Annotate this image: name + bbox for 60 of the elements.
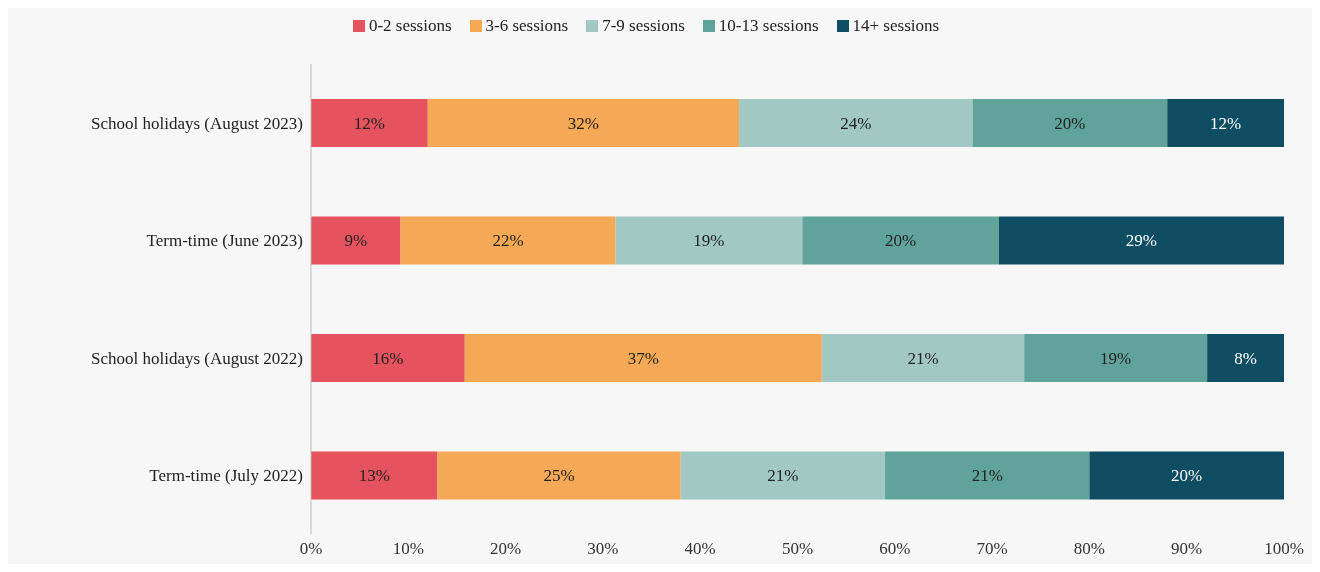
data-label: 16% xyxy=(372,348,404,368)
data-label: 20% xyxy=(885,231,917,251)
data-label: 21% xyxy=(767,466,799,486)
y-tick-label: Term-time (July 2022) xyxy=(149,466,303,486)
x-tick-label: 40% xyxy=(684,539,716,559)
data-label: 24% xyxy=(840,113,872,133)
x-tick-label: 30% xyxy=(587,539,619,559)
bar xyxy=(311,334,465,382)
data-label: 19% xyxy=(693,231,725,251)
legend-label: 0-2 sessions xyxy=(367,16,452,36)
data-label: 19% xyxy=(1100,348,1132,368)
data-label: 12% xyxy=(353,113,385,133)
data-label: 20% xyxy=(1054,113,1086,133)
bar xyxy=(1167,99,1284,147)
x-tick-label: 0% xyxy=(299,539,323,559)
y-tick-label: School holidays (August 2023) xyxy=(90,113,303,133)
y-tick-label: School holidays (August 2022) xyxy=(90,348,303,368)
bar xyxy=(972,99,1168,147)
bar xyxy=(680,451,886,500)
data-label: 22% xyxy=(492,231,524,251)
x-tick-label: 60% xyxy=(879,539,911,559)
legend-label: 10-13 sessions xyxy=(717,16,819,36)
x-tick-label: 70% xyxy=(976,539,1008,559)
bar xyxy=(311,216,401,265)
data-label: 32% xyxy=(567,113,600,133)
data-label: 13% xyxy=(358,466,390,486)
data-label: 21% xyxy=(907,348,939,368)
bar xyxy=(615,216,803,265)
bar xyxy=(821,334,1025,382)
data-label: 12% xyxy=(1210,113,1242,133)
bar xyxy=(885,451,1090,500)
bar xyxy=(1207,334,1284,382)
bar xyxy=(1024,334,1208,382)
data-label: 21% xyxy=(971,466,1003,486)
data-label: 8% xyxy=(1234,348,1257,368)
bar xyxy=(739,99,973,147)
legend-label: 7-9 sessions xyxy=(601,16,685,36)
legend-label: 3-6 sessions xyxy=(484,16,569,36)
data-label: 25% xyxy=(543,466,575,486)
bar xyxy=(437,451,681,500)
x-tick-label: 50% xyxy=(781,539,814,559)
bar xyxy=(998,216,1284,265)
x-tick-label: 10% xyxy=(392,539,424,559)
bar xyxy=(400,216,616,265)
bar xyxy=(427,99,740,147)
legend-label: 14+ sessions xyxy=(851,16,940,36)
bar xyxy=(1089,451,1284,500)
bar xyxy=(464,334,822,382)
x-tick-label: 100% xyxy=(1264,539,1304,559)
data-label: 20% xyxy=(1171,466,1203,486)
y-tick-label: Term-time (June 2023) xyxy=(146,231,303,251)
bar xyxy=(311,451,438,500)
data-label: 29% xyxy=(1125,231,1158,251)
x-tick-label: 20% xyxy=(490,539,522,559)
x-tick-label: 90% xyxy=(1171,539,1203,559)
data-label: 9% xyxy=(344,231,368,251)
x-tick-label: 80% xyxy=(1073,539,1105,559)
bar xyxy=(311,99,428,147)
bar xyxy=(802,216,999,265)
data-label: 37% xyxy=(627,348,659,368)
